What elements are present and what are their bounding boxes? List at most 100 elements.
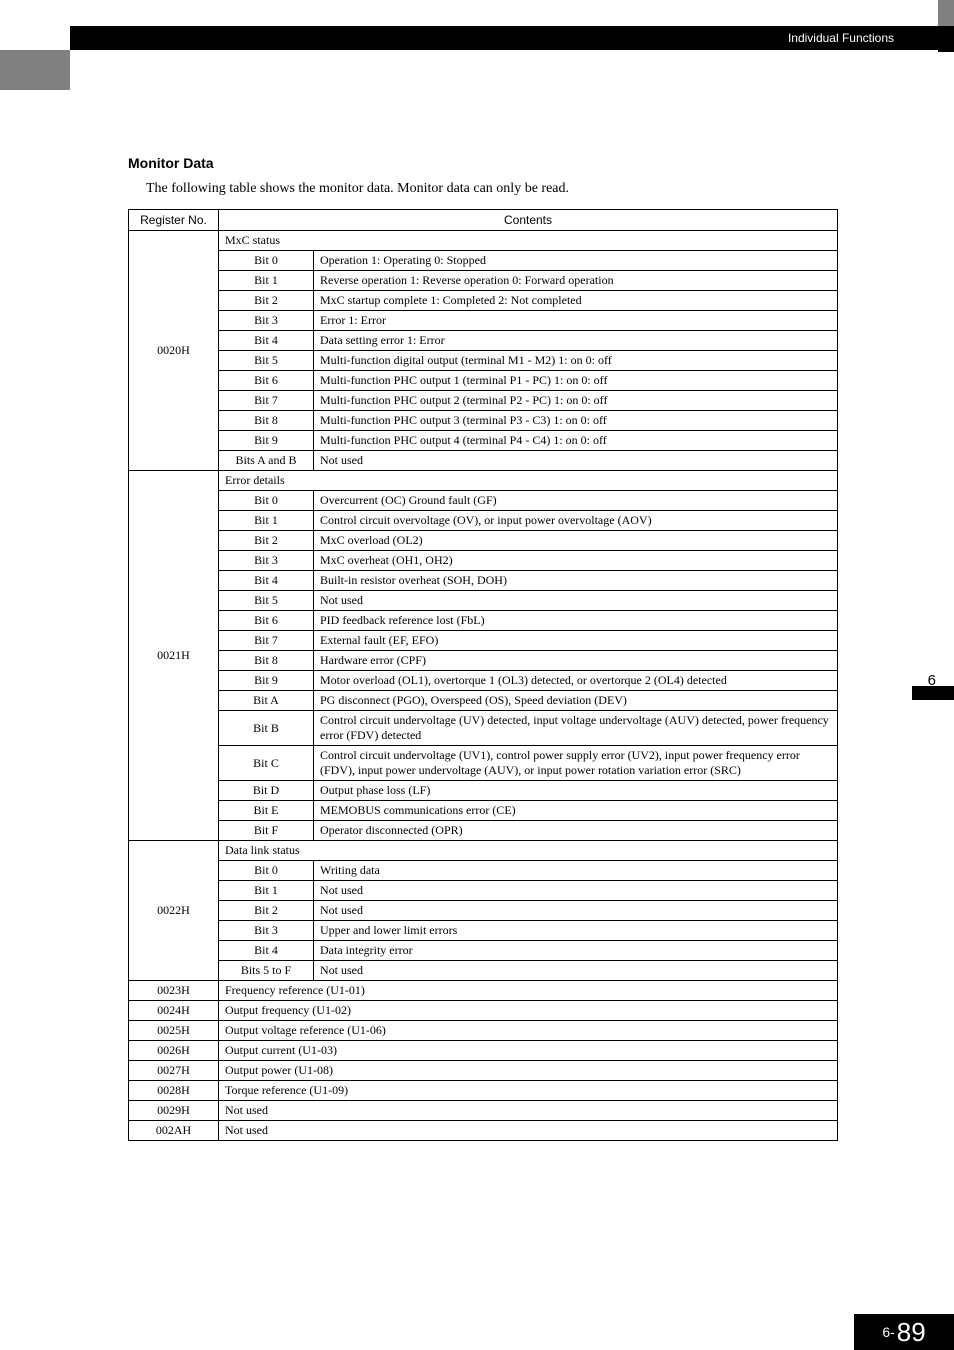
bit-cell: Bit A [219, 691, 314, 711]
register-cell: 0029H [129, 1101, 219, 1121]
monitor-data-table: Register No. Contents 0020HMxC statusBit… [128, 209, 838, 1141]
table-row: Bit 0Overcurrent (OC) Ground fault (GF) [129, 491, 838, 511]
bit-cell: Bit 9 [219, 431, 314, 451]
bit-cell: Bit 4 [219, 331, 314, 351]
bit-cell: Bit F [219, 821, 314, 841]
desc-cell: Control circuit undervoltage (UV1), cont… [314, 746, 838, 781]
table-row: Bit BControl circuit undervoltage (UV) d… [129, 711, 838, 746]
table-row: 0024HOutput frequency (U1-02) [129, 1001, 838, 1021]
page-footer: 6- 89 [854, 1314, 954, 1350]
bit-cell: Bit 4 [219, 571, 314, 591]
bit-cell: Bit 6 [219, 371, 314, 391]
page-number: 89 [897, 1317, 926, 1348]
table-row: Bit 9Motor overload (OL1), overtorque 1 … [129, 671, 838, 691]
bit-cell: Bit C [219, 746, 314, 781]
bit-cell: Bit 8 [219, 411, 314, 431]
table-row: Bit 1Control circuit overvoltage (OV), o… [129, 511, 838, 531]
register-cell: 002AH [129, 1121, 219, 1141]
desc-cell: Hardware error (CPF) [314, 651, 838, 671]
side-chapter-tab: 6 [912, 672, 954, 700]
desc-cell: Writing data [314, 861, 838, 881]
table-row: Bit 2MxC overload (OL2) [129, 531, 838, 551]
desc-cell: Not used [314, 591, 838, 611]
side-tab-black [912, 686, 954, 700]
register-cell: 0022H [129, 841, 219, 981]
desc-cell: Control circuit overvoltage (OV), or inp… [314, 511, 838, 531]
desc-cell: MxC overload (OL2) [314, 531, 838, 551]
desc-cell: External fault (EF, EFO) [314, 631, 838, 651]
register-cell: 0023H [129, 981, 219, 1001]
table-row: 0025HOutput voltage reference (U1-06) [129, 1021, 838, 1041]
table-header-row: Register No. Contents [129, 210, 838, 231]
header-band: Individual Functions [70, 26, 954, 50]
desc-cell: Operator disconnected (OPR) [314, 821, 838, 841]
register-cell: 0024H [129, 1001, 219, 1021]
desc-cell: Output phase loss (LF) [314, 781, 838, 801]
desc-cell: Not used [314, 451, 838, 471]
table-row: 0020HMxC status [129, 231, 838, 251]
desc-cell: Built-in resistor overheat (SOH, DOH) [314, 571, 838, 591]
table-row: Bits A and BNot used [129, 451, 838, 471]
desc-cell: Output power (U1-08) [219, 1061, 838, 1081]
table-row: Bit 1Not used [129, 881, 838, 901]
table-row: Bit 4Data integrity error [129, 941, 838, 961]
bit-cell: Bit B [219, 711, 314, 746]
bit-cell: Bit 4 [219, 941, 314, 961]
table-row: 002AHNot used [129, 1121, 838, 1141]
desc-cell: MxC startup complete 1: Completed 2: Not… [314, 291, 838, 311]
bit-cell: Bit 3 [219, 921, 314, 941]
table-row: Bit 8Hardware error (CPF) [129, 651, 838, 671]
section-title: Monitor Data [128, 155, 838, 171]
table-row: Bit 8Multi-function PHC output 3 (termin… [129, 411, 838, 431]
bit-cell: Bit 9 [219, 671, 314, 691]
bit-cell: Bit E [219, 801, 314, 821]
group-label-cell: Data link status [219, 841, 838, 861]
group-label-cell: Error details [219, 471, 838, 491]
table-row: Bit 4Data setting error 1: Error [129, 331, 838, 351]
desc-cell: Control circuit undervoltage (UV) detect… [314, 711, 838, 746]
breadcrumb: Individual Functions [788, 31, 894, 45]
table-row: Bit 2Not used [129, 901, 838, 921]
bit-cell: Bit 1 [219, 271, 314, 291]
table-row: Bit 0Operation 1: Operating 0: Stopped [129, 251, 838, 271]
table-row: Bit FOperator disconnected (OPR) [129, 821, 838, 841]
table-row: 0023HFrequency reference (U1-01) [129, 981, 838, 1001]
desc-cell: PID feedback reference lost (FbL) [314, 611, 838, 631]
bit-cell: Bit D [219, 781, 314, 801]
table-row: Bit 3MxC overheat (OH1, OH2) [129, 551, 838, 571]
table-row: Bits 5 to FNot used [129, 961, 838, 981]
bit-cell: Bit 2 [219, 291, 314, 311]
bit-cell: Bit 5 [219, 591, 314, 611]
desc-cell: Upper and lower limit errors [314, 921, 838, 941]
bit-cell: Bit 6 [219, 611, 314, 631]
table-row: 0022HData link status [129, 841, 838, 861]
table-row: Bit EMEMOBUS communications error (CE) [129, 801, 838, 821]
table-row: 0021HError details [129, 471, 838, 491]
desc-cell: PG disconnect (PGO), Overspeed (OS), Spe… [314, 691, 838, 711]
table-row: Bit 2MxC startup complete 1: Completed 2… [129, 291, 838, 311]
desc-cell: Overcurrent (OC) Ground fault (GF) [314, 491, 838, 511]
desc-cell: Error 1: Error [314, 311, 838, 331]
register-cell: 0021H [129, 471, 219, 841]
table-row: Bit CControl circuit undervoltage (UV1),… [129, 746, 838, 781]
desc-cell: Motor overload (OL1), overtorque 1 (OL3)… [314, 671, 838, 691]
table-row: 0027HOutput power (U1-08) [129, 1061, 838, 1081]
register-cell: 0026H [129, 1041, 219, 1061]
table-row: Bit 6PID feedback reference lost (FbL) [129, 611, 838, 631]
bit-cell: Bit 0 [219, 861, 314, 881]
bit-cell: Bit 0 [219, 251, 314, 271]
register-cell: 0027H [129, 1061, 219, 1081]
table-row: Bit 9Multi-function PHC output 4 (termin… [129, 431, 838, 451]
desc-cell: Output voltage reference (U1-06) [219, 1021, 838, 1041]
bit-cell: Bit 3 [219, 311, 314, 331]
bit-cell: Bits 5 to F [219, 961, 314, 981]
table-row: Bit 6Multi-function PHC output 1 (termin… [129, 371, 838, 391]
bit-cell: Bits A and B [219, 451, 314, 471]
bit-cell: Bit 0 [219, 491, 314, 511]
table-row: Bit 7External fault (EF, EFO) [129, 631, 838, 651]
table-row: 0029HNot used [129, 1101, 838, 1121]
desc-cell: Not used [314, 881, 838, 901]
table-row: Bit 3Error 1: Error [129, 311, 838, 331]
page-prefix: 6- [882, 1324, 894, 1340]
desc-cell: Not used [219, 1121, 838, 1141]
